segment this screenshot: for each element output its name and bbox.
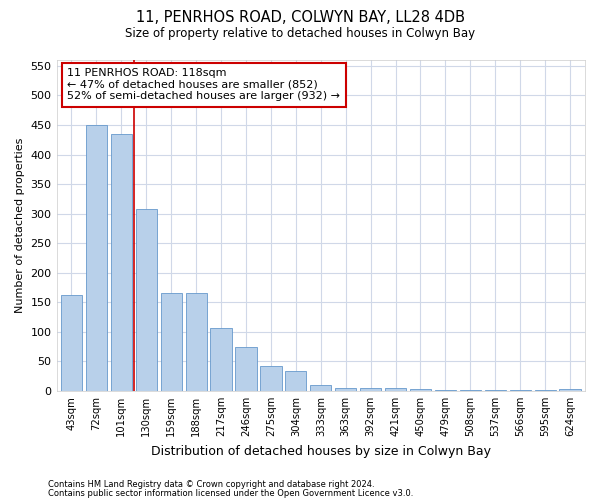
Bar: [485, 390, 506, 391]
Text: 11, PENRHOS ROAD, COLWYN BAY, LL28 4DB: 11, PENRHOS ROAD, COLWYN BAY, LL28 4DB: [136, 10, 464, 25]
Bar: [111, 134, 132, 391]
Text: Size of property relative to detached houses in Colwyn Bay: Size of property relative to detached ho…: [125, 28, 475, 40]
Bar: [136, 209, 157, 391]
Bar: [260, 366, 281, 391]
Bar: [310, 385, 331, 391]
Bar: [435, 390, 456, 391]
Text: Contains HM Land Registry data © Crown copyright and database right 2024.: Contains HM Land Registry data © Crown c…: [48, 480, 374, 489]
Bar: [460, 390, 481, 391]
Bar: [285, 372, 307, 391]
Bar: [360, 388, 381, 391]
X-axis label: Distribution of detached houses by size in Colwyn Bay: Distribution of detached houses by size …: [151, 444, 491, 458]
Bar: [509, 390, 531, 391]
Text: Contains public sector information licensed under the Open Government Licence v3: Contains public sector information licen…: [48, 488, 413, 498]
Y-axis label: Number of detached properties: Number of detached properties: [15, 138, 25, 313]
Bar: [235, 346, 257, 391]
Text: 11 PENRHOS ROAD: 118sqm
← 47% of detached houses are smaller (852)
52% of semi-d: 11 PENRHOS ROAD: 118sqm ← 47% of detache…: [67, 68, 340, 102]
Bar: [335, 388, 356, 391]
Bar: [161, 294, 182, 391]
Bar: [185, 294, 207, 391]
Bar: [559, 388, 581, 391]
Bar: [410, 389, 431, 391]
Bar: [61, 295, 82, 391]
Bar: [385, 388, 406, 391]
Bar: [211, 328, 232, 391]
Bar: [535, 390, 556, 391]
Bar: [86, 125, 107, 391]
